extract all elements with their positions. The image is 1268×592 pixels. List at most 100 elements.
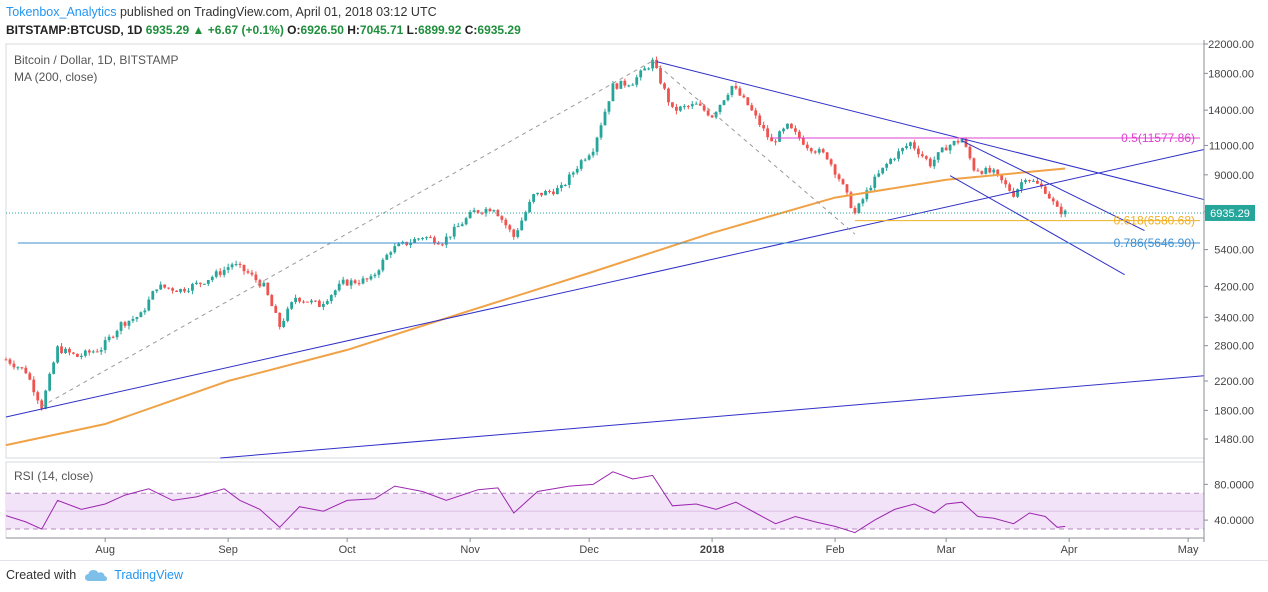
candle: [222, 266, 226, 278]
candle: [282, 318, 286, 329]
candle: [702, 103, 706, 112]
candle: [833, 163, 837, 179]
candle-body: [381, 259, 385, 271]
candle: [805, 141, 809, 151]
candle: [524, 210, 528, 222]
candle: [413, 237, 416, 243]
candle: [310, 298, 313, 305]
candle: [468, 209, 472, 219]
candle-body: [341, 279, 345, 284]
price-chart[interactable]: 0.5(11577.86) 0.618(6580.68) 0.786(5646.90…: [0, 40, 1268, 558]
candle: [202, 283, 206, 285]
candle-body: [524, 212, 528, 221]
tradingview-cloud-icon: [85, 570, 108, 581]
candle-body: [825, 152, 829, 160]
candle: [686, 105, 690, 110]
last-price-label: 6935.29: [1210, 208, 1250, 220]
candle: [901, 147, 904, 155]
candle-body: [559, 185, 563, 189]
candle: [1028, 179, 1031, 183]
candle: [845, 183, 849, 196]
candle: [369, 274, 373, 281]
candle-body: [861, 199, 865, 204]
candle: [603, 108, 607, 126]
candle-body: [353, 280, 357, 284]
candle-body: [512, 229, 516, 237]
candle-body: [1020, 182, 1023, 190]
fib-level-label: 0.786(5646.90): [1114, 236, 1195, 250]
candle-body: [758, 115, 762, 125]
candle: [294, 294, 297, 305]
candle-body: [246, 271, 250, 273]
candle: [726, 92, 730, 102]
x-tick-label: Aug: [95, 544, 115, 556]
candle: [671, 102, 674, 109]
candle: [87, 348, 91, 356]
candle-body: [968, 146, 972, 159]
candle: [583, 158, 587, 162]
published-text: published on TradingView.com, April 01, …: [119, 5, 437, 19]
candle-body: [444, 236, 448, 245]
candle: [238, 261, 242, 268]
candle: [710, 114, 714, 118]
candle-body: [619, 80, 623, 89]
candle: [599, 122, 603, 140]
candle-body: [901, 148, 904, 152]
candle-body: [175, 290, 178, 292]
candle-body: [1000, 174, 1004, 181]
candle-body: [40, 400, 44, 409]
candle: [762, 121, 766, 132]
candle-body: [456, 226, 460, 228]
candle: [924, 155, 928, 161]
candle-body: [952, 141, 956, 146]
candle-body: [980, 171, 984, 174]
candle-body: [794, 128, 797, 132]
last-price: 6935.29: [145, 23, 190, 37]
candle-body: [262, 282, 266, 287]
candle-body: [1024, 180, 1027, 183]
candle-body: [567, 174, 571, 185]
candle-body: [627, 85, 631, 87]
candle-body: [790, 123, 793, 129]
candle-body: [678, 106, 682, 111]
candle: [849, 190, 853, 209]
candle-body: [754, 110, 758, 116]
candle: [778, 130, 781, 142]
candle: [555, 185, 559, 195]
candle: [829, 158, 833, 167]
tradingview-brand-link[interactable]: TradingView: [114, 568, 183, 582]
candle: [214, 269, 218, 279]
trendline: [220, 375, 1205, 459]
candle-body: [762, 124, 766, 129]
candle-body: [1012, 190, 1015, 197]
ohlc-line: BITSTAMP:BTCUSD, 1D 6935.29 ▲ +6.67 (+0.…: [6, 21, 1256, 39]
candle-body: [68, 348, 71, 353]
candle: [552, 188, 555, 196]
candle: [345, 278, 349, 286]
candle: [175, 290, 178, 292]
candle-body: [206, 280, 210, 284]
candle: [837, 173, 841, 182]
candle: [722, 99, 726, 106]
candle: [766, 125, 770, 140]
candle-body: [290, 302, 294, 309]
candle: [1004, 177, 1008, 188]
chart-marks: 0.5(11577.86) 0.618(6580.68) 0.786(5646.90…: [4, 56, 1205, 534]
candle: [575, 165, 579, 175]
rsi-line: [5, 471, 1066, 534]
y-tick-label: 2200.00: [1214, 376, 1254, 388]
author-link[interactable]: Tokenbox_Analytics: [6, 5, 117, 19]
candle-body: [928, 158, 932, 167]
open-label: O:: [287, 23, 301, 37]
chart-title: Bitcoin / Dollar, 1D, BITSTAMP: [14, 53, 179, 67]
candle-body: [76, 353, 79, 357]
candle: [774, 139, 777, 146]
candle-body: [44, 390, 48, 409]
candle: [1059, 203, 1063, 218]
candle-body: [730, 86, 734, 95]
candle-body: [1043, 186, 1047, 194]
candle-body: [905, 146, 908, 149]
symbol-label: BITSTAMP:BTCUSD, 1D: [6, 23, 143, 37]
candle-body: [742, 95, 746, 98]
candle: [44, 389, 48, 410]
